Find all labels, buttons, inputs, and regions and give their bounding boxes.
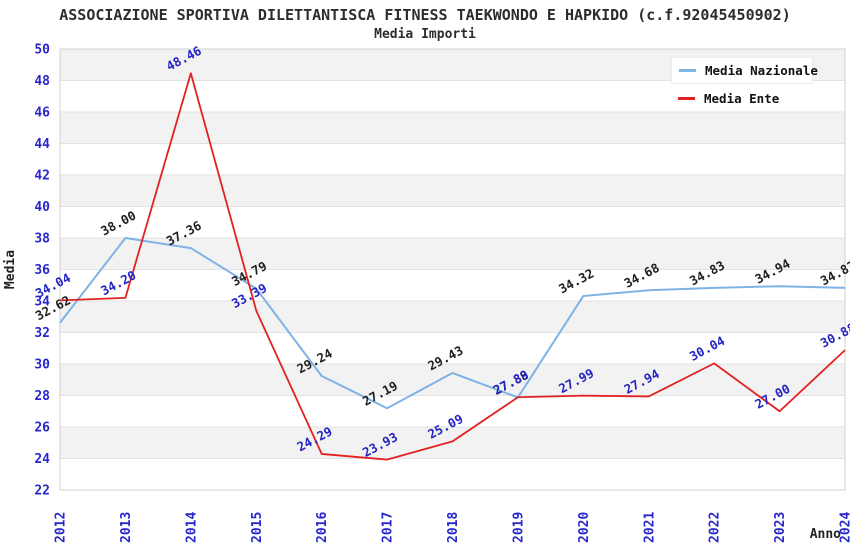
grid-band xyxy=(60,175,845,207)
y-tick-label: 46 xyxy=(34,106,50,121)
grid-band xyxy=(60,427,845,459)
media-nazionale-line-swatch-icon xyxy=(679,69,696,72)
x-tick-label: 2018 xyxy=(446,512,461,543)
grid-band xyxy=(60,112,845,144)
y-tick-label: 44 xyxy=(34,137,50,152)
x-tick-label: 2014 xyxy=(184,512,199,543)
y-tick-label: 48 xyxy=(34,74,50,89)
y-tick-label: 34 xyxy=(34,295,50,310)
y-tick-label: 28 xyxy=(34,389,50,404)
y-tick-label: 32 xyxy=(34,326,50,341)
y-tick-label: 22 xyxy=(34,484,50,499)
plot-border xyxy=(59,48,846,491)
grid-band xyxy=(60,301,845,333)
y-tick-label: 26 xyxy=(34,421,50,436)
grid-band xyxy=(60,143,845,175)
grid-band xyxy=(60,395,845,427)
x-tick-label: 2019 xyxy=(511,512,526,543)
y-tick-label: 50 xyxy=(34,43,50,58)
y-tick-label: 30 xyxy=(34,358,50,373)
grid-band xyxy=(60,332,845,364)
y-tick-label: 24 xyxy=(34,452,50,467)
media-ente-line-swatch-icon xyxy=(678,96,695,100)
chart-legend: Media Nazionale Media Ente xyxy=(671,57,818,110)
x-tick-label: 2021 xyxy=(642,512,657,543)
grid-band xyxy=(60,269,845,301)
y-tick-label: 36 xyxy=(34,263,50,278)
y-tick-label: 42 xyxy=(34,169,50,184)
grid-band xyxy=(60,80,845,112)
legend-item-media-ente: Media Ente xyxy=(671,86,813,110)
y-axis-title: Media xyxy=(3,250,18,289)
legend-label: Media Ente xyxy=(704,90,780,106)
grid-band xyxy=(60,458,845,490)
x-tick-label: 2017 xyxy=(381,512,396,543)
y-tick-label: 38 xyxy=(34,232,50,247)
chart-title: ASSOCIAZIONE SPORTIVA DILETTANTISCA FITN… xyxy=(59,6,791,24)
legend-item-media-nazionale: Media Nazionale xyxy=(671,57,818,84)
grid-band xyxy=(60,364,845,396)
x-tick-label: 2022 xyxy=(708,512,723,543)
x-tick-label: 2020 xyxy=(577,512,592,543)
x-tick-label: 2015 xyxy=(250,512,265,543)
legend-label: Media Nazionale xyxy=(705,63,818,78)
x-tick-label: 2016 xyxy=(315,512,330,543)
grid-band xyxy=(60,238,845,270)
x-tick-label: 2023 xyxy=(773,512,788,543)
media-ente-line xyxy=(59,72,846,461)
media-nazionale-line xyxy=(59,237,846,410)
y-tick-label: 40 xyxy=(34,200,50,215)
grid-band xyxy=(60,206,845,238)
x-tick-label: 2013 xyxy=(119,512,134,543)
x-tick-label: 2012 xyxy=(54,512,69,543)
x-tick-label: 2024 xyxy=(839,512,850,543)
x-axis-title: Anno xyxy=(810,527,841,542)
chart-subtitle: Media Importi xyxy=(374,27,476,42)
